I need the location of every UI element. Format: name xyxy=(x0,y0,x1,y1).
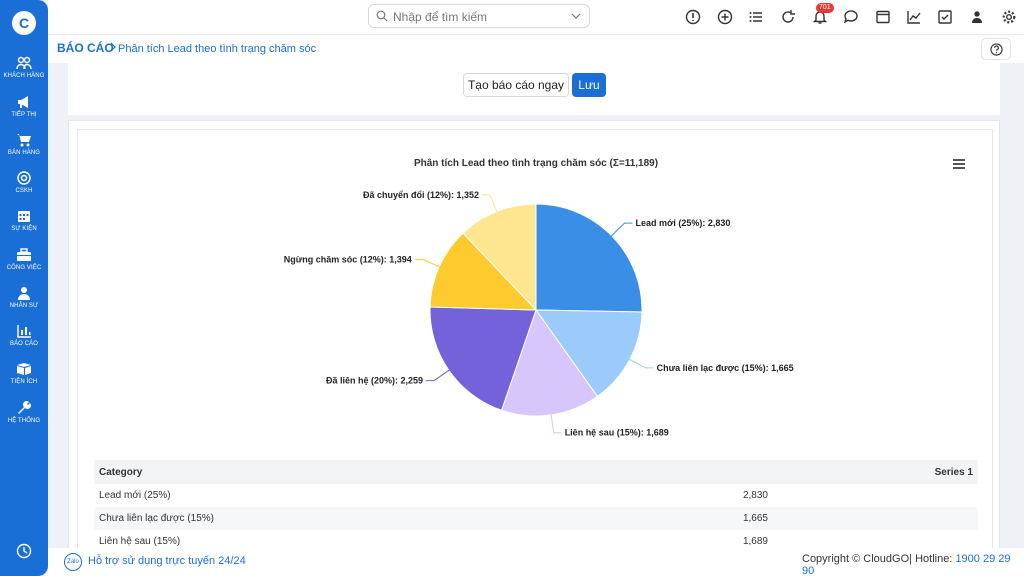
value-cell: 1,665 xyxy=(396,507,978,530)
chevron-right-icon xyxy=(110,42,116,52)
search-icon xyxy=(376,10,388,22)
megaphone-icon xyxy=(18,96,28,108)
add-icon[interactable] xyxy=(717,9,733,25)
data-table: Category Series 1 Lead mới (25%) 2,830 C… xyxy=(94,460,978,553)
breadcrumb-root[interactable]: BÁO CÁO xyxy=(57,41,114,55)
pie-slice[interactable] xyxy=(535,203,643,313)
gear-icon[interactable] xyxy=(1001,9,1017,25)
value-cell: 2,830 xyxy=(742,490,768,501)
slice-label: Lead mới (25%): 2,830 xyxy=(635,218,730,228)
category-cell: Liên hệ sau (15%) xyxy=(99,536,181,547)
help-icon xyxy=(990,43,1003,56)
table-row: Liên hệ sau (15%) 1,689 xyxy=(94,530,978,553)
help-button[interactable] xyxy=(981,38,1011,60)
calendar-icon xyxy=(18,211,30,222)
slice-connector xyxy=(609,222,633,238)
sidebar-item-label: KHÁCH HÀNG xyxy=(3,73,45,79)
sidebar-item-label: CSKH xyxy=(15,188,33,194)
pie-chart: Phân tích Lead theo tình trạng chăm sóc … xyxy=(284,158,794,438)
slice-label: Chưa liên lạc được (15%): 1,665 xyxy=(657,363,794,373)
sidebar-item-label: SỰ KIỆN xyxy=(11,226,37,232)
column-header-series[interactable]: Series 1 xyxy=(396,460,978,484)
sidebar-item-events[interactable]: SỰ KIỆN xyxy=(0,209,48,245)
global-search[interactable] xyxy=(368,4,590,28)
run-report-button[interactable]: Tạo báo cáo ngay xyxy=(463,73,569,97)
breadcrumb: BÁO CÁO Phân tích Lead theo tình trạng c… xyxy=(48,34,1024,63)
wrench-icon xyxy=(18,401,32,414)
support-icon xyxy=(17,171,31,185)
chart-line-icon[interactable] xyxy=(906,9,922,25)
box-icon xyxy=(17,363,31,375)
support-link[interactable]: Hỗ trợ sử dụng trực tuyến 24/24 xyxy=(88,555,246,567)
table-row: Lead mới (25%) 2,830 xyxy=(94,484,978,507)
copyright-text: Copyright © CloudGO xyxy=(802,553,910,565)
sidebar-item-system[interactable]: HỆ THỐNG xyxy=(0,401,48,437)
sidebar-item-label: BÁO CÁO xyxy=(9,341,39,347)
sidebar-item-sales[interactable]: BÁN HÀNG xyxy=(0,133,48,169)
category-cell: Chưa liên lạc được (15%) xyxy=(94,507,397,530)
hotline-number[interactable]: 1900 29 29 90 xyxy=(802,553,1011,576)
search-input[interactable] xyxy=(393,8,563,25)
sidebar-item-hr[interactable]: NHÂN SỰ xyxy=(0,286,48,322)
table-header-row: Category Series 1 xyxy=(94,460,978,484)
copyright: Copyright © CloudGO| Hotline: 1900 29 29… xyxy=(802,553,1024,576)
cart-icon xyxy=(17,134,31,147)
top-bar: 701 xyxy=(48,0,1024,34)
chat-icon[interactable] xyxy=(843,9,859,25)
chart-title: Phân tích Lead theo tình trạng chăm sóc … xyxy=(414,158,658,169)
slice-label: Liên hệ sau (15%): 1,689 xyxy=(565,428,669,438)
hotline-label: | Hotline: xyxy=(909,553,956,565)
users-icon xyxy=(16,56,32,70)
slice-connector xyxy=(426,368,451,382)
table-row: Chưa liên lạc được (15%) 1,665 xyxy=(94,507,978,530)
footer: Zalo Hỗ trợ sử dụng trực tuyến 24/24 Cop… xyxy=(48,548,1024,576)
column-header-category[interactable]: Category xyxy=(94,460,397,484)
sidebar-item-reports[interactable]: BÁO CÁO xyxy=(0,324,48,360)
refresh-icon[interactable] xyxy=(780,9,796,25)
sidebar-item-label: BÁN HÀNG xyxy=(7,150,41,156)
sidebar-item-customers[interactable]: KHÁCH HÀNG xyxy=(0,56,48,92)
slice-connector xyxy=(550,412,562,434)
report-icon xyxy=(17,325,31,338)
zalo-icon[interactable]: Zalo xyxy=(64,553,82,571)
person-icon xyxy=(18,287,30,300)
sidebar-item-cskh[interactable]: CSKH xyxy=(0,171,48,207)
slice-connector xyxy=(414,258,442,269)
report-card: Phân tích Lead theo tình trạng chăm sóc … xyxy=(68,120,1000,576)
sidebar-item-label: HỆ THỐNG xyxy=(7,418,41,424)
sidebar-item-utilities[interactable]: TIỆN ÍCH xyxy=(0,362,48,398)
save-button[interactable]: Lưu xyxy=(572,73,606,97)
chevron-down-icon[interactable] xyxy=(571,13,581,19)
notification-badge: 701 xyxy=(816,3,834,13)
sidebar-item-tasks[interactable]: CÔNG VIỆC xyxy=(0,248,48,284)
info-icon[interactable] xyxy=(685,9,701,25)
slice-label: Đã chuyển đổi (12%): 1,352 xyxy=(363,190,479,200)
slice-label: Ngừng chăm sóc (12%): 1,394 xyxy=(284,254,412,264)
sidebar: C KHÁCH HÀNG TIẾP THỊ BÁN HÀNG CSKH SỰ K… xyxy=(0,0,48,576)
user-icon[interactable] xyxy=(969,9,985,25)
breadcrumb-current: Phân tích Lead theo tình trạng chăm sóc xyxy=(118,43,317,55)
report-content: Phân tích Lead theo tình trạng chăm sóc … xyxy=(77,129,993,576)
sidebar-item-marketing[interactable]: TIẾP THỊ xyxy=(0,95,48,131)
chart-menu-icon[interactable] xyxy=(952,158,966,170)
sidebar-item-label: NHÂN SỰ xyxy=(9,303,39,309)
sidebar-item-label: TIỆN ÍCH xyxy=(10,379,38,385)
slice-label: Đã liên hệ (20%): 2,259 xyxy=(326,376,423,386)
list-icon[interactable] xyxy=(748,9,764,25)
report-actions: Tạo báo cáo ngay Lưu xyxy=(68,63,1000,115)
app-logo[interactable]: C xyxy=(12,11,36,35)
briefcase-icon xyxy=(17,248,31,261)
slice-connector xyxy=(627,358,654,369)
value-cell: 1,689 xyxy=(742,536,768,547)
sidebar-item-label: TIẾP THỊ xyxy=(11,112,37,118)
slice-connector xyxy=(482,194,498,214)
category-cell: Lead mới (25%) xyxy=(99,490,171,501)
checkbox-icon[interactable] xyxy=(937,9,953,25)
clock-icon[interactable] xyxy=(16,543,32,559)
window-icon[interactable] xyxy=(875,9,891,25)
sidebar-item-label: CÔNG VIỆC xyxy=(6,265,42,271)
